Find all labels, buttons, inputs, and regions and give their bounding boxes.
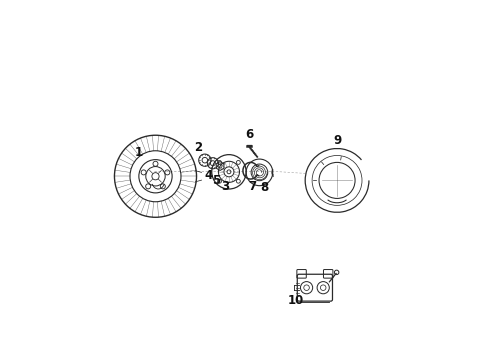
Text: 1: 1 [135,146,143,159]
Text: 9: 9 [334,134,342,147]
Text: 8: 8 [260,181,269,194]
Text: 5: 5 [212,174,220,186]
Text: 4: 4 [204,169,212,182]
Text: 3: 3 [220,180,229,193]
Text: 7: 7 [248,180,256,193]
Text: 2: 2 [195,141,202,154]
Text: 6: 6 [245,128,253,141]
Text: 10: 10 [287,294,304,307]
